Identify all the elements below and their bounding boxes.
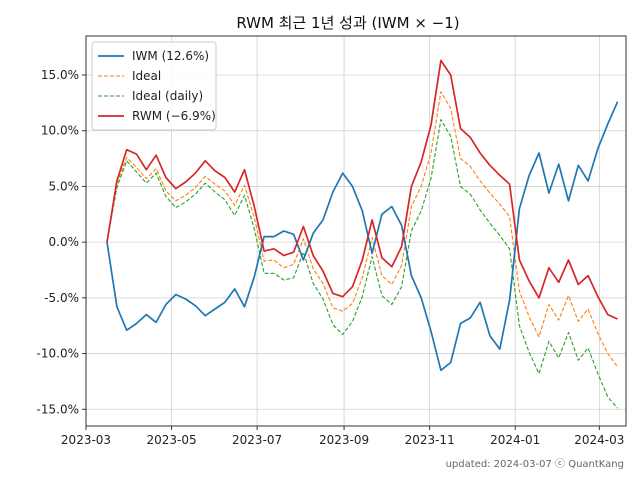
y-tick-label: 10.0% — [41, 124, 79, 138]
y-tick-label: -15.0% — [37, 402, 79, 416]
x-tick-label: 2023-09 — [319, 433, 369, 447]
legend-box — [91, 41, 217, 131]
series-line-3 — [106, 59, 618, 320]
y-tick-label: 15.0% — [41, 68, 79, 82]
footer-note: updated: 2024-03-07 ⓒ QuantKang — [446, 458, 624, 470]
legend-label: Ideal — [132, 69, 161, 83]
series-line-2 — [106, 119, 619, 409]
series-line-1 — [106, 91, 619, 368]
x-tick-label: 2023-11 — [405, 433, 455, 447]
x-tick-label: 2023-07 — [232, 433, 282, 447]
axes: -15.0% -10.0% -5.0% 0.0% 5.0% 10.0% 15.0% 2023-… — [37, 68, 625, 447]
y-tick-label: -5.0% — [44, 291, 79, 305]
y-tick-label: 5.0% — [49, 179, 80, 193]
series-lines — [106, 59, 619, 409]
x-tick-label: 2023-03 — [61, 433, 111, 447]
series-line-0 — [106, 101, 619, 372]
y-tick-label: -10.0% — [37, 347, 79, 361]
legend-label: RWM (−6.9%) — [132, 109, 216, 123]
y-tick-label: 0.0% — [49, 235, 80, 249]
legend-label: IWM (12.6%) — [132, 49, 209, 63]
legend: IWM (12.6%) Ideal Ideal (daily) RWM (−6.9%) — [91, 41, 217, 131]
x-tick-label: 2024-01 — [490, 433, 540, 447]
chart-title: RWM 최근 1년 성과 (IWM × −1) — [236, 14, 459, 32]
x-tick-label: 2024-03 — [574, 433, 624, 447]
x-tick-label: 2023-05 — [146, 433, 196, 447]
legend-label: Ideal (daily) — [132, 89, 203, 103]
plot-frame — [85, 35, 627, 427]
